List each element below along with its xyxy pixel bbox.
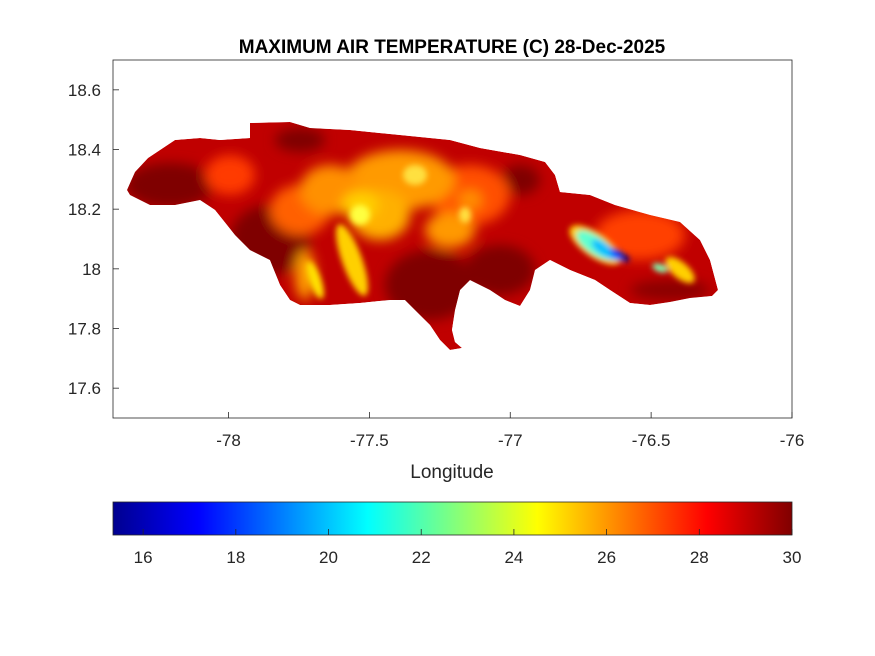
temperature-region bbox=[385, 250, 475, 320]
chart-title: MAXIMUM AIR TEMPERATURE (C) 28-Dec-2025 bbox=[239, 37, 666, 58]
temperature-region bbox=[403, 165, 427, 185]
y-tick-label: 17.6 bbox=[68, 379, 101, 398]
temperature-region bbox=[500, 165, 540, 195]
y-tick-label: 18.6 bbox=[68, 81, 101, 100]
temperature-region bbox=[459, 207, 471, 223]
y-tick-label: 17.8 bbox=[68, 320, 101, 339]
colorbar-tick-label: 16 bbox=[134, 548, 153, 567]
y-tick-label: 18 bbox=[82, 260, 101, 279]
x-tick-label: -76 bbox=[780, 431, 805, 450]
temperature-region bbox=[630, 280, 710, 300]
island-base bbox=[127, 122, 718, 350]
temperature-region bbox=[275, 128, 325, 152]
temperature-region bbox=[591, 239, 619, 261]
colorbar bbox=[112, 501, 793, 536]
temperature-region bbox=[205, 155, 255, 195]
colorbar-tick-label: 24 bbox=[504, 548, 523, 567]
colorbar-tick-label: 28 bbox=[690, 548, 709, 567]
axes-box bbox=[112, 59, 793, 419]
colorbar-ticks: 16 18 20 22 24 26 28 30 bbox=[134, 529, 802, 567]
temperature-region bbox=[465, 245, 535, 295]
temperature-region bbox=[127, 163, 215, 207]
x-axis: -78 -77.5 -77 -76.5 -76 bbox=[216, 412, 804, 450]
temperature-region bbox=[665, 256, 695, 284]
temperature-region bbox=[595, 210, 685, 260]
colorbar-tick-label: 26 bbox=[597, 548, 616, 567]
x-tick-label: -76.5 bbox=[632, 431, 671, 450]
colorbar-tick-label: 30 bbox=[783, 548, 802, 567]
y-tick-label: 18.4 bbox=[68, 141, 101, 160]
temperature-region bbox=[306, 261, 324, 299]
temperature-region bbox=[335, 224, 369, 296]
temperature-field bbox=[127, 122, 718, 350]
x-tick-label: -77.5 bbox=[350, 431, 389, 450]
colorbar-tick-label: 18 bbox=[226, 548, 245, 567]
x-tick-label: -77 bbox=[498, 431, 523, 450]
temperature-region bbox=[458, 190, 482, 210]
temperature-region bbox=[620, 254, 630, 262]
x-axis-label: Longitude bbox=[410, 462, 493, 483]
y-tick-label: 18.2 bbox=[68, 200, 101, 219]
temperature-region bbox=[350, 205, 370, 225]
y-axis: 17.6 17.8 18 18.2 18.4 18.6 bbox=[68, 81, 119, 398]
colorbar-tick-label: 20 bbox=[319, 548, 338, 567]
temperature-region bbox=[652, 263, 668, 273]
colorbar-tick-label: 22 bbox=[412, 548, 431, 567]
x-tick-label: -78 bbox=[216, 431, 241, 450]
